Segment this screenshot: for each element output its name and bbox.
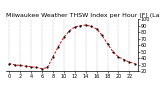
- Text: Milwaukee Weather THSW Index per Hour (F) (Last 24 Hours): Milwaukee Weather THSW Index per Hour (F…: [6, 13, 160, 18]
